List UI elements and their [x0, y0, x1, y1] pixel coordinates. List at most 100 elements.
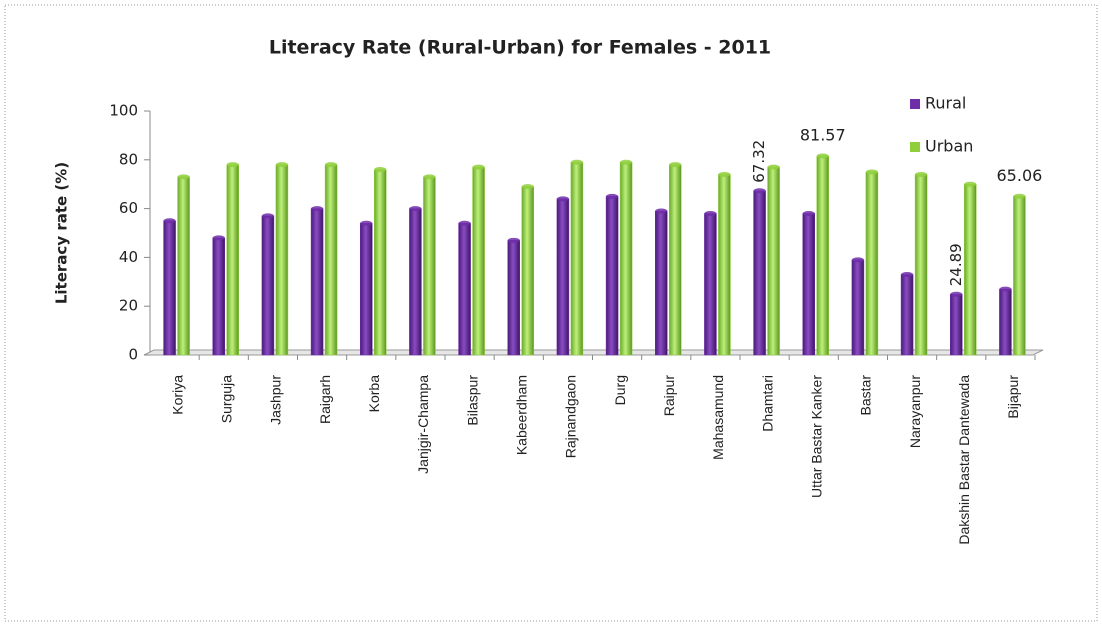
bar — [1013, 196, 1026, 356]
bar — [472, 166, 485, 356]
legend-label: Urban — [925, 137, 973, 156]
bar-group — [718, 171, 731, 356]
bar-group — [423, 174, 436, 356]
x-tick-label: Koriya — [169, 375, 185, 415]
bar — [212, 237, 225, 356]
bar-group — [310, 206, 324, 356]
bar-group — [458, 220, 471, 356]
bar — [718, 174, 731, 356]
x-tick-label: Dakshin Bastar Dantewada — [956, 375, 972, 545]
x-tick-label: Bilaspur — [464, 375, 480, 426]
y-tick-label: 100 — [109, 102, 138, 120]
data-label: 67.32 — [750, 140, 768, 183]
bar-group — [163, 218, 176, 356]
bar — [704, 213, 717, 356]
legend-swatch — [910, 99, 920, 109]
bar — [275, 164, 289, 356]
x-tick-label: Mahasamund — [710, 375, 726, 460]
bar — [914, 174, 928, 356]
x-tick-label: Bijapur — [1005, 375, 1021, 419]
bar — [669, 164, 682, 356]
x-tick-label: Raigarh — [317, 375, 333, 424]
bar-cap — [718, 171, 731, 177]
bar-cap — [655, 208, 668, 214]
x-tick-label: Jashpur — [268, 375, 284, 425]
bar-group — [816, 153, 829, 356]
bar — [324, 164, 338, 356]
bar — [310, 208, 324, 356]
data-label: 24.89 — [947, 243, 965, 286]
bar — [507, 240, 520, 356]
bar-cap — [669, 162, 682, 168]
bar-cap — [311, 206, 324, 212]
bar-group — [704, 210, 717, 356]
y-tick-label: 20 — [119, 297, 138, 315]
bar-cap — [556, 196, 569, 202]
bar-cap — [964, 181, 977, 187]
x-tick-label: Dhamtari — [759, 375, 775, 432]
bar — [374, 169, 387, 356]
bar — [900, 274, 914, 356]
bar-cap — [374, 167, 387, 173]
bar — [950, 294, 963, 356]
bar-cap — [325, 162, 338, 168]
bar — [605, 196, 619, 356]
bar-group — [261, 213, 275, 356]
bar-group — [177, 174, 190, 356]
x-tick-label: Korba — [366, 375, 382, 413]
bar-cap — [507, 237, 520, 243]
bar-cap — [163, 218, 176, 224]
bar-cap — [767, 164, 780, 170]
bar — [163, 220, 176, 356]
bar-group — [409, 206, 422, 356]
x-tick-label: Narayanpur — [907, 375, 923, 448]
bar — [423, 176, 436, 356]
bar-group — [360, 220, 373, 356]
bar-cap — [360, 220, 373, 226]
chart-title: Literacy Rate (Rural-Urban) for Females … — [269, 37, 771, 59]
bar-cap — [606, 193, 619, 199]
legend-swatch — [910, 142, 920, 152]
bar-group — [950, 291, 963, 356]
bar — [177, 176, 190, 356]
x-tick-label: Rajnandgaon — [563, 375, 579, 458]
x-tick-label: Bastar — [858, 375, 874, 416]
bar-group — [669, 162, 682, 356]
x-tick-label: Uttar Bastar Kanker — [808, 375, 824, 498]
data-label: 81.57 — [800, 125, 846, 144]
bar — [556, 198, 570, 356]
bar-group — [802, 210, 815, 356]
bar-cap — [851, 257, 864, 263]
bar-group — [570, 159, 584, 356]
bar-group — [619, 159, 633, 356]
bar — [851, 259, 865, 356]
bar-cap — [570, 159, 583, 165]
bar-cap — [521, 184, 534, 190]
bar — [816, 155, 829, 356]
bar-cap — [816, 153, 829, 159]
frame — [4, 4, 1098, 622]
bar-group — [900, 271, 914, 356]
x-tick-label: Durg — [612, 375, 628, 405]
bar-group — [275, 162, 289, 356]
x-tick-label: Raipur — [661, 375, 677, 417]
bar-cap — [212, 235, 225, 241]
bar — [999, 288, 1012, 356]
bar-group — [226, 162, 239, 356]
bar — [753, 190, 766, 356]
bar-cap — [901, 271, 914, 277]
bar-cap — [1013, 193, 1026, 199]
bar — [409, 208, 422, 356]
bar-group — [556, 196, 570, 356]
bar — [360, 222, 373, 356]
bar — [521, 186, 534, 356]
bar-cap — [620, 159, 633, 165]
bar-cap — [472, 164, 485, 170]
bar-cap — [177, 174, 190, 180]
bar-group — [753, 188, 766, 356]
bar-cap — [999, 286, 1012, 292]
y-tick-label: 0 — [128, 346, 138, 364]
bar-group — [212, 235, 225, 356]
bar — [802, 213, 815, 356]
